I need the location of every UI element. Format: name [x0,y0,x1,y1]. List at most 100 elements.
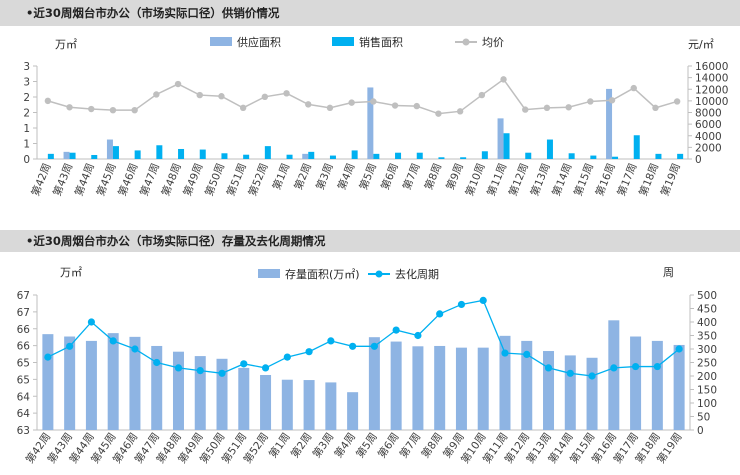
c2-bar-a [651,340,663,430]
c2-left-tick-label: 63 [17,425,30,437]
c2-right-tick-label: 100 [697,398,717,410]
c2-left-tick-label: 67 [17,290,30,302]
c1-legend-swatch [210,37,232,46]
c2-bar-a [499,335,511,430]
c1-right-tick-label: 2000 [695,142,722,154]
c2-category-label: 第2周 [288,430,315,460]
c1-category-label: 第47周 [137,161,162,198]
c2-bar-a [129,336,141,430]
c2-left-tick-label: 64 [17,408,31,420]
c2-bar-a [347,392,359,430]
c1-category-label: 第45周 [94,161,119,198]
c2-right-tick-label: 50 [697,412,710,424]
c1-line-point [673,98,681,105]
c1-line-point [305,101,312,108]
c1-line-point [608,97,616,104]
c2-bar-a [172,351,184,430]
c2-line-point [631,362,640,371]
c1-line-point [630,84,637,92]
c1-category-label: 第18周 [636,161,661,198]
c2-bar-a [42,334,54,430]
c2-bar-a [543,351,555,430]
c2-right-tick-label: 450 [697,304,717,316]
c2-line-point [131,345,139,353]
c1-bar-b [677,153,684,159]
chart2-title: •近30周烟台市办公（市场实际口径）存量及去化周期情况 [26,234,326,248]
c1-bar-b [47,153,54,159]
c2-right-tick-label: 0 [697,425,704,437]
c2-line-point [153,358,161,367]
c1-line-point [652,104,659,112]
c1-bar-a [367,87,374,159]
c1-category-label: 第16周 [593,161,618,198]
c1-right-tick-label: 4000 [695,131,722,143]
c1-category-label: 第42周 [29,161,54,198]
c2-right-tick-label: 500 [697,290,717,302]
c2-right-tick-label: 350 [697,331,717,343]
c2-right-unit-label: 周 [663,266,674,279]
c1-right-tick-label: 8000 [695,108,722,120]
c1-bar-b [612,156,619,159]
c1-bar-b [243,154,250,159]
c2-bar-a [564,355,576,430]
c1-bar-a [606,88,613,159]
c1-bar-b [655,153,662,159]
c2-line-point [392,326,400,334]
c2-line-point [261,364,270,372]
c1-left-tick-label: 2 [23,108,30,120]
c1-line-point [478,91,486,99]
c2-category-label: 第7周 [397,430,424,460]
c2-left-tick-label: 66 [17,324,31,336]
c1-bar-b [221,153,228,159]
c1-category-label: 第8周 [422,161,444,192]
c1-line-point [587,98,594,105]
c1-line-point [326,104,334,112]
c1-left-tick-label: 2 [23,92,30,104]
c2-bar-a [608,320,620,430]
c2-left-tick-label: 64 [17,391,31,403]
c1-legend-label: 均价 [482,36,504,49]
c1-bar-b [590,155,597,159]
c1-category-label: 第17周 [615,161,640,198]
c2-bar-a [412,346,424,430]
c2-bar-a [238,367,250,430]
c1-category-label: 第1周 [270,161,292,192]
c2-left-tick-label: 65 [17,374,30,386]
c1-category-label: 第48周 [159,161,184,198]
c1-line-point [348,99,355,106]
c1-line-point [44,97,52,105]
c1-line-point [261,93,269,101]
c1-bar-b [395,152,402,159]
c1-left-tick-label: 1 [23,139,30,151]
c1-category-label: 第9周 [444,161,466,192]
c1-bar-b [481,151,488,159]
c1-right-tick-label: 6000 [695,119,722,131]
c1-left-tick-label: 3 [23,77,30,89]
c1-right-tick-label: 0 [695,154,702,166]
c2-line-point [305,348,313,356]
c1-category-label: 第44周 [72,161,97,198]
c1-category-label: 第12周 [506,161,531,198]
c2-line-point [523,350,531,358]
c2-left-tick-label: 65 [17,358,30,370]
c1-category-label: 第46周 [116,161,141,198]
c2-right-tick-label: 250 [697,358,717,370]
c1-left-tick-label: 1 [23,123,30,135]
c1-right-tick-label: 14000 [695,73,728,85]
c2-line-point [349,342,357,350]
c1-category-label: 第4周 [335,161,357,192]
c2-bar-a [194,356,206,430]
c2-bar-a [630,336,642,430]
c2-category-label: 第3周 [310,430,337,460]
c1-category-label: 第11周 [484,161,509,198]
c1-category-label: 第52周 [246,161,271,198]
c2-bar-a [673,344,685,430]
c2-line-point [87,318,96,326]
c2-legend-marker [375,270,383,278]
c2-bar-a [281,379,293,430]
c2-legend-swatch [258,269,280,278]
c1-category-label: 第19周 [658,161,683,198]
c1-line-point [500,76,507,83]
c1-category-label: 第6周 [378,161,400,192]
c2-bar-a [216,358,228,430]
